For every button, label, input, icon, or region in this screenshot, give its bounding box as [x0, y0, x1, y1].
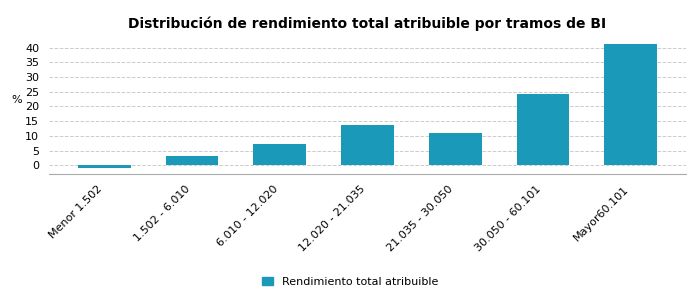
Y-axis label: %: %	[11, 95, 22, 105]
Title: Distribución de rendimiento total atribuible por tramos de BI: Distribución de rendimiento total atribu…	[128, 16, 607, 31]
Bar	[604, 44, 657, 165]
Bar	[429, 133, 482, 165]
Bar	[166, 156, 218, 165]
Bar	[341, 125, 394, 165]
Bar	[517, 94, 569, 165]
Bar	[253, 144, 306, 165]
Legend: Rendimiento total atribuible: Rendimiento total atribuible	[258, 272, 442, 291]
Bar	[78, 165, 131, 167]
